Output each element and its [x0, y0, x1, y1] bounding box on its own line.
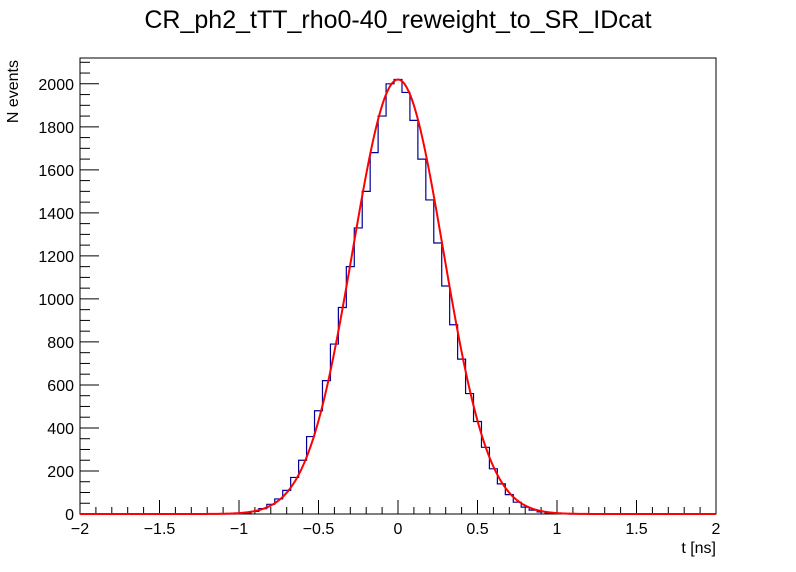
y-tick-label: 1400 — [38, 206, 74, 223]
histogram-step-line — [80, 78, 716, 515]
plot-frame — [79, 57, 717, 515]
x-tick-label: 1.5 — [625, 521, 647, 538]
y-tick-label: 800 — [47, 335, 74, 352]
y-tick-label: 2000 — [38, 77, 74, 94]
x-tick-label: 1 — [553, 521, 562, 538]
y-tick-label: 1800 — [38, 120, 74, 137]
gaussian-fit-curve — [80, 78, 716, 515]
y-tick-label: 1000 — [38, 292, 74, 309]
chart-title: CR_ph2_tTT_rho0-40_reweight_to_SR_IDcat — [144, 6, 651, 34]
x-tick-label: 0 — [394, 521, 403, 538]
y-tick-label: 200 — [47, 464, 74, 481]
x-tick-label: −1.5 — [144, 521, 176, 538]
x-tick-label: −0.5 — [303, 521, 335, 538]
y-axis-title: N events — [5, 60, 22, 123]
x-tick-label: −2 — [71, 521, 89, 538]
x-axis-title: t [ns] — [681, 540, 716, 557]
y-tick-label: 400 — [47, 421, 74, 438]
y-tick-label: 600 — [47, 378, 74, 395]
y-tick-label: 1600 — [38, 163, 74, 180]
y-tick-label: 1200 — [38, 249, 74, 266]
x-tick-label: −1 — [230, 521, 248, 538]
y-tick-label: 0 — [65, 507, 74, 524]
x-tick-label: 0.5 — [466, 521, 488, 538]
x-tick-label: 2 — [712, 521, 721, 538]
